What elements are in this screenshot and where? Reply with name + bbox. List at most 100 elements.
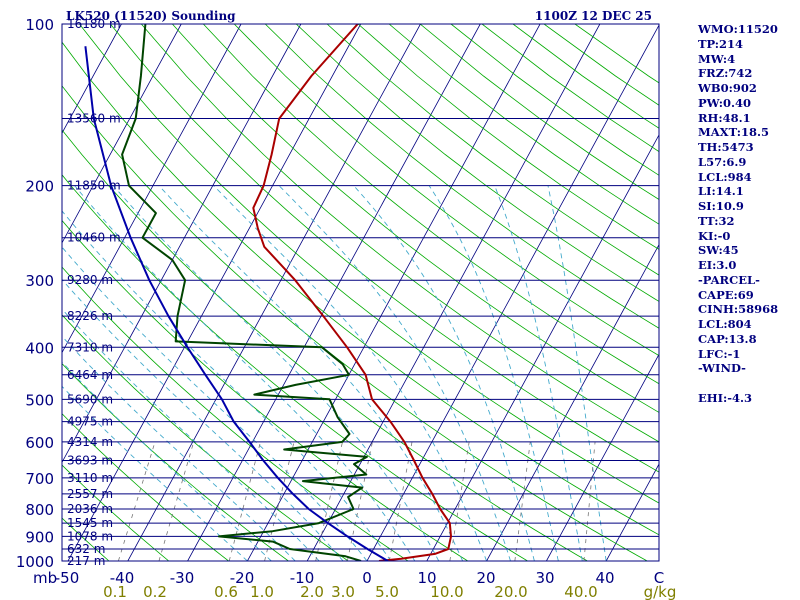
mixing-ratio-line — [315, 441, 343, 561]
dry-adiabat-line — [79, 24, 659, 504]
dry-adiabat-line — [0, 24, 1, 572]
index-item: TH:5473 — [698, 140, 754, 154]
isobar-lines — [62, 23, 659, 562]
index-item: -PARCEL- — [698, 272, 760, 287]
dry-adiabat-line — [264, 24, 659, 329]
height-label: 6464 m — [67, 368, 113, 382]
dry-adiabat-line — [357, 24, 659, 250]
dry-adiabat-line — [62, 314, 349, 561]
index-item: CAPE:69 — [698, 287, 754, 302]
isotherm-line — [62, 24, 302, 464]
mixing-ratio-tick-label: 0.6 — [214, 583, 238, 600]
height-label: 11850 m — [67, 179, 121, 193]
dry-adiabat-line — [0, 24, 61, 572]
mixing-ratio-line — [514, 441, 531, 561]
moist-adiabat-line — [278, 185, 511, 561]
moist-adiabat-line — [62, 246, 368, 561]
pressure-unit-label: mb — [33, 569, 57, 587]
mixing-ratio-tick-label: 0.1 — [103, 583, 127, 600]
index-item: EHI:-4.3 — [698, 390, 753, 405]
mixing-ratio-line — [449, 441, 470, 561]
mixing-ratio-tick-label: 0.2 — [143, 583, 167, 600]
isotherm-line — [62, 24, 242, 354]
index-item: CAP:13.8 — [698, 331, 757, 346]
mixing-ratio-line — [583, 441, 596, 561]
temperature-tick-label: -10 — [290, 569, 315, 587]
index-item: LFC:-1 — [698, 346, 741, 361]
isotherm-line — [486, 243, 659, 561]
dry-adiabat-line — [62, 41, 659, 536]
height-label: 2557 m — [67, 487, 113, 501]
height-label: 4314 m — [67, 435, 113, 449]
dry-adiabat-line — [62, 129, 589, 561]
height-label: 2036 m — [67, 502, 113, 516]
pressure-tick-label: 700 — [25, 470, 54, 488]
isotherm-line — [62, 24, 122, 134]
chart-title: LK520 (11520) Sounding — [66, 9, 236, 23]
pressure-tick-label: 900 — [25, 528, 54, 546]
profile-lines — [84, 24, 452, 561]
dry-adiabat-line — [62, 363, 290, 561]
index-item: PW:0.40 — [698, 95, 752, 110]
dry-adiabat-line — [62, 517, 110, 561]
isotherm-line — [0, 24, 2, 561]
mixing-ratio-lines — [117, 441, 596, 561]
height-label: 7310 m — [67, 340, 113, 354]
isotherm-line — [62, 24, 182, 244]
index-item: KI:-0 — [698, 228, 731, 243]
temperature-tick-label: 0 — [362, 569, 372, 587]
index-item: CINH:58968 — [698, 302, 779, 317]
pressure-tick-label: 600 — [25, 434, 54, 452]
moist-adiabat-line — [62, 278, 344, 561]
pressure-tick-label: 500 — [25, 391, 54, 409]
pressure-tick-label: 200 — [25, 178, 54, 196]
index-item — [698, 376, 798, 391]
dry-adiabat-line — [295, 24, 659, 302]
index-item: MAXT:18.5 — [698, 125, 769, 140]
dry-adiabat-line — [62, 174, 529, 561]
isotherm-line — [247, 24, 541, 561]
temperature-tick-label: -40 — [110, 569, 135, 587]
isotherm-lines — [0, 24, 659, 561]
index-item: WMO:11520 — [698, 22, 778, 36]
mixing-ratio-line — [388, 441, 413, 561]
height-label: 13560 m — [67, 112, 121, 126]
dry-adiabat-line — [62, 464, 170, 561]
height-label: 3693 m — [67, 454, 113, 468]
height-label: 632 m — [67, 542, 105, 556]
mixing-ratio-line — [346, 441, 373, 561]
dry-adiabat-line — [62, 413, 230, 561]
isotherm-line — [546, 353, 659, 561]
moist-adiabat-line — [353, 185, 535, 561]
temperature-tick-label: -20 — [230, 569, 255, 587]
height-label: 4975 m — [67, 415, 113, 429]
dewpoint-line — [121, 24, 368, 561]
mixing-ratio-tick-label: 2.0 — [300, 583, 324, 600]
index-item: MW:4 — [698, 51, 736, 66]
dry-adiabat-line — [62, 85, 649, 561]
isotherm-line — [605, 463, 659, 561]
dry-adiabats — [0, 24, 659, 572]
isotherm-line — [366, 24, 659, 561]
dry-adiabat-line — [62, 266, 409, 561]
moist-adiabat-line — [494, 185, 583, 561]
index-item: FRZ:742 — [698, 66, 753, 81]
isotherm-line — [426, 134, 659, 561]
pressure-tick-label: 100 — [25, 16, 54, 34]
index-item: L57:6.9 — [698, 154, 747, 169]
parcel-path-line — [84, 46, 389, 561]
isotherm-line — [127, 24, 421, 561]
index-item: RH:48.1 — [698, 110, 751, 125]
indices-panel: WMO:11520 TP:214 MW:4 FRZ:742 WB0:902 PW:0.40… — [698, 22, 798, 406]
pressure-tick-label: 800 — [25, 501, 54, 519]
pressure-tick-label: 1000 — [16, 553, 54, 571]
isotherm-line — [306, 24, 601, 561]
index-item: SI:10.9 — [698, 199, 744, 213]
dry-adiabat-line — [140, 24, 659, 443]
index-item: LCL:804 — [698, 317, 752, 331]
index-item: EI:3.0 — [698, 258, 737, 272]
mixing-ratio-line — [264, 441, 295, 561]
height-label: 5690 m — [67, 392, 113, 406]
temperature-tick-label: 20 — [476, 569, 495, 587]
mixing-ratio-line — [228, 441, 261, 561]
